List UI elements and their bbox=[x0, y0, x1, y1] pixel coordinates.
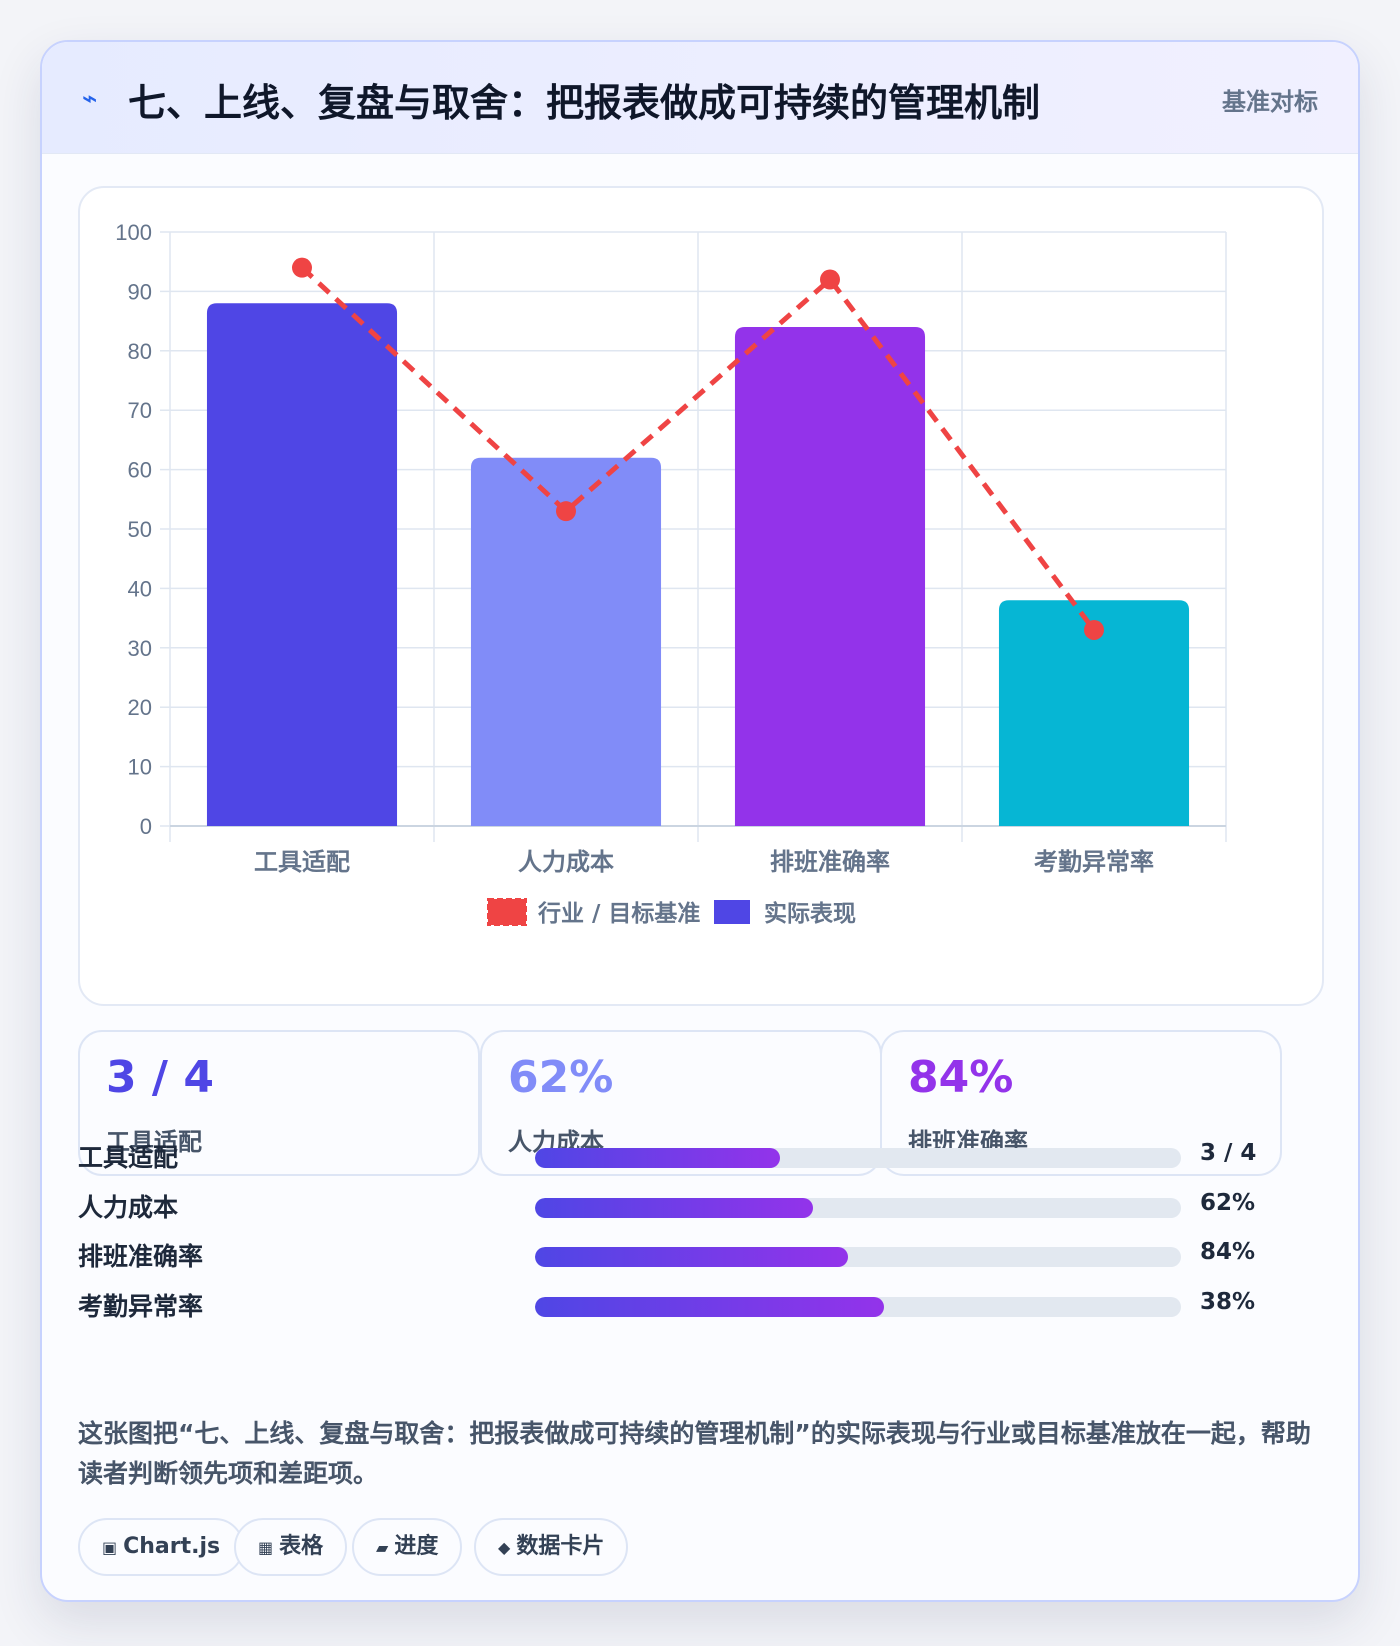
progress-label: 考勤异常率 bbox=[78, 1292, 204, 1321]
chip-table[interactable]: ▦ 表格 bbox=[234, 1518, 348, 1576]
progress-track bbox=[535, 1297, 1181, 1317]
bar-2 bbox=[470, 457, 662, 826]
legend-swatch-benchmark bbox=[487, 898, 527, 926]
progress-fill bbox=[535, 1198, 813, 1218]
progress-track bbox=[535, 1148, 1181, 1168]
y-tick-label: 40 bbox=[128, 576, 152, 601]
card-title: 七、上线、复盘与取舍：把报表做成可持续的管理机制 bbox=[128, 81, 1041, 125]
benchmark-point-1 bbox=[292, 257, 312, 278]
progress-track bbox=[535, 1247, 1181, 1267]
stat-value: 3 / 4 bbox=[106, 1052, 214, 1103]
progress-row-labor-cost: 人力成本 62% bbox=[78, 1186, 1328, 1226]
chip-chartjs[interactable]: ▣ Chart.js bbox=[78, 1518, 245, 1576]
card-header: ⌁ 七、上线、复盘与取舍：把报表做成可持续的管理机制 基准对标 bbox=[42, 42, 1358, 154]
benchmark-point-4 bbox=[1084, 619, 1104, 640]
x-tick-label: 排班准确率 bbox=[770, 848, 890, 876]
y-tick-label: 50 bbox=[128, 517, 152, 542]
benchmark-card: ⌁ 七、上线、复盘与取舍：把报表做成可持续的管理机制 基准对标 0 10 20 30 4… bbox=[40, 40, 1360, 1602]
progress-row-tool-fit: 工具适配 3 / 4 bbox=[78, 1136, 1328, 1176]
chip-label: 数据卡片 bbox=[516, 1534, 605, 1559]
legend-label: 实际表现 bbox=[764, 900, 856, 927]
progress-fill bbox=[535, 1247, 849, 1267]
progress-track bbox=[535, 1198, 1181, 1218]
stat-card-tool-fit: 3 / 4 工具适配 bbox=[78, 1030, 480, 1176]
lightning-icon: ⌁ bbox=[82, 84, 98, 114]
chip-data-card[interactable]: ◆ 数据卡片 bbox=[474, 1518, 629, 1576]
benchmark-point-2 bbox=[556, 501, 576, 522]
y-tick-label: 10 bbox=[128, 755, 152, 780]
progress-label: 排班准确率 bbox=[78, 1242, 204, 1271]
progress-icon: ▰ bbox=[376, 1538, 389, 1557]
progress-fill bbox=[535, 1297, 884, 1317]
benchmark-point-3 bbox=[820, 269, 840, 290]
chip-label: 表格 bbox=[279, 1534, 324, 1559]
progress-label: 工具适配 bbox=[78, 1143, 179, 1172]
progress-value: 38% bbox=[1200, 1289, 1256, 1315]
benchmark-line bbox=[300, 265, 1096, 632]
stat-value: 62% bbox=[508, 1052, 614, 1103]
table-icon: ▦ bbox=[258, 1538, 274, 1557]
y-tick-label: 90 bbox=[128, 279, 152, 304]
x-tick-label: 考勤异常率 bbox=[1034, 848, 1154, 876]
chart-icon: ▣ bbox=[102, 1538, 118, 1557]
progress-value: 84% bbox=[1200, 1239, 1256, 1265]
progress-row-schedule-accuracy: 排班准确率 84% bbox=[78, 1235, 1328, 1275]
y-tick-label: 30 bbox=[128, 636, 152, 661]
header-tag: 基准对标 bbox=[1222, 88, 1318, 116]
progress-fill bbox=[535, 1148, 781, 1168]
y-tick-label: 20 bbox=[128, 695, 152, 720]
bar-3 bbox=[734, 327, 926, 826]
diamond-icon: ◆ bbox=[498, 1538, 511, 1557]
x-tick-label: 人力成本 bbox=[518, 848, 614, 876]
y-tick-label: 60 bbox=[128, 458, 152, 483]
chip-label: Chart.js bbox=[123, 1534, 221, 1559]
x-tick-label: 工具适配 bbox=[254, 848, 350, 876]
legend-swatch-actual bbox=[714, 900, 750, 924]
stat-label: 工具适配 bbox=[106, 1128, 202, 1156]
benchmark-chart: 0 10 20 30 40 50 60 70 80 90 100 工具适配 人力成本 排班准确率 考勤异常率… bbox=[115, 220, 1227, 927]
progress-value: 3 / 4 bbox=[1200, 1140, 1257, 1166]
progress-label: 人力成本 bbox=[78, 1193, 179, 1222]
bar-4 bbox=[998, 600, 1190, 826]
bar-1 bbox=[206, 303, 398, 826]
legend-label: 行业 / 目标基准 bbox=[537, 900, 700, 927]
stat-value: 84% bbox=[908, 1052, 1014, 1103]
y-tick-label: 80 bbox=[128, 339, 152, 364]
chip-label: 进度 bbox=[394, 1534, 439, 1559]
progress-value: 62% bbox=[1200, 1190, 1256, 1216]
chart-container: 0 10 20 30 40 50 60 70 80 90 100 工具适配 人力成本 排班准确率 考勤异常率… bbox=[78, 186, 1324, 1006]
y-tick-label: 70 bbox=[128, 398, 152, 423]
progress-row-attendance-anomaly: 考勤异常率 38% bbox=[78, 1285, 1328, 1325]
chip-progress[interactable]: ▰ 进度 bbox=[352, 1518, 463, 1576]
y-tick-label: 0 bbox=[140, 814, 152, 839]
y-tick-label: 100 bbox=[115, 220, 152, 245]
chart-description: 这张图把“七、上线、复盘与取舍：把报表做成可持续的管理机制”的实际表现与行业或目… bbox=[78, 1419, 1311, 1488]
